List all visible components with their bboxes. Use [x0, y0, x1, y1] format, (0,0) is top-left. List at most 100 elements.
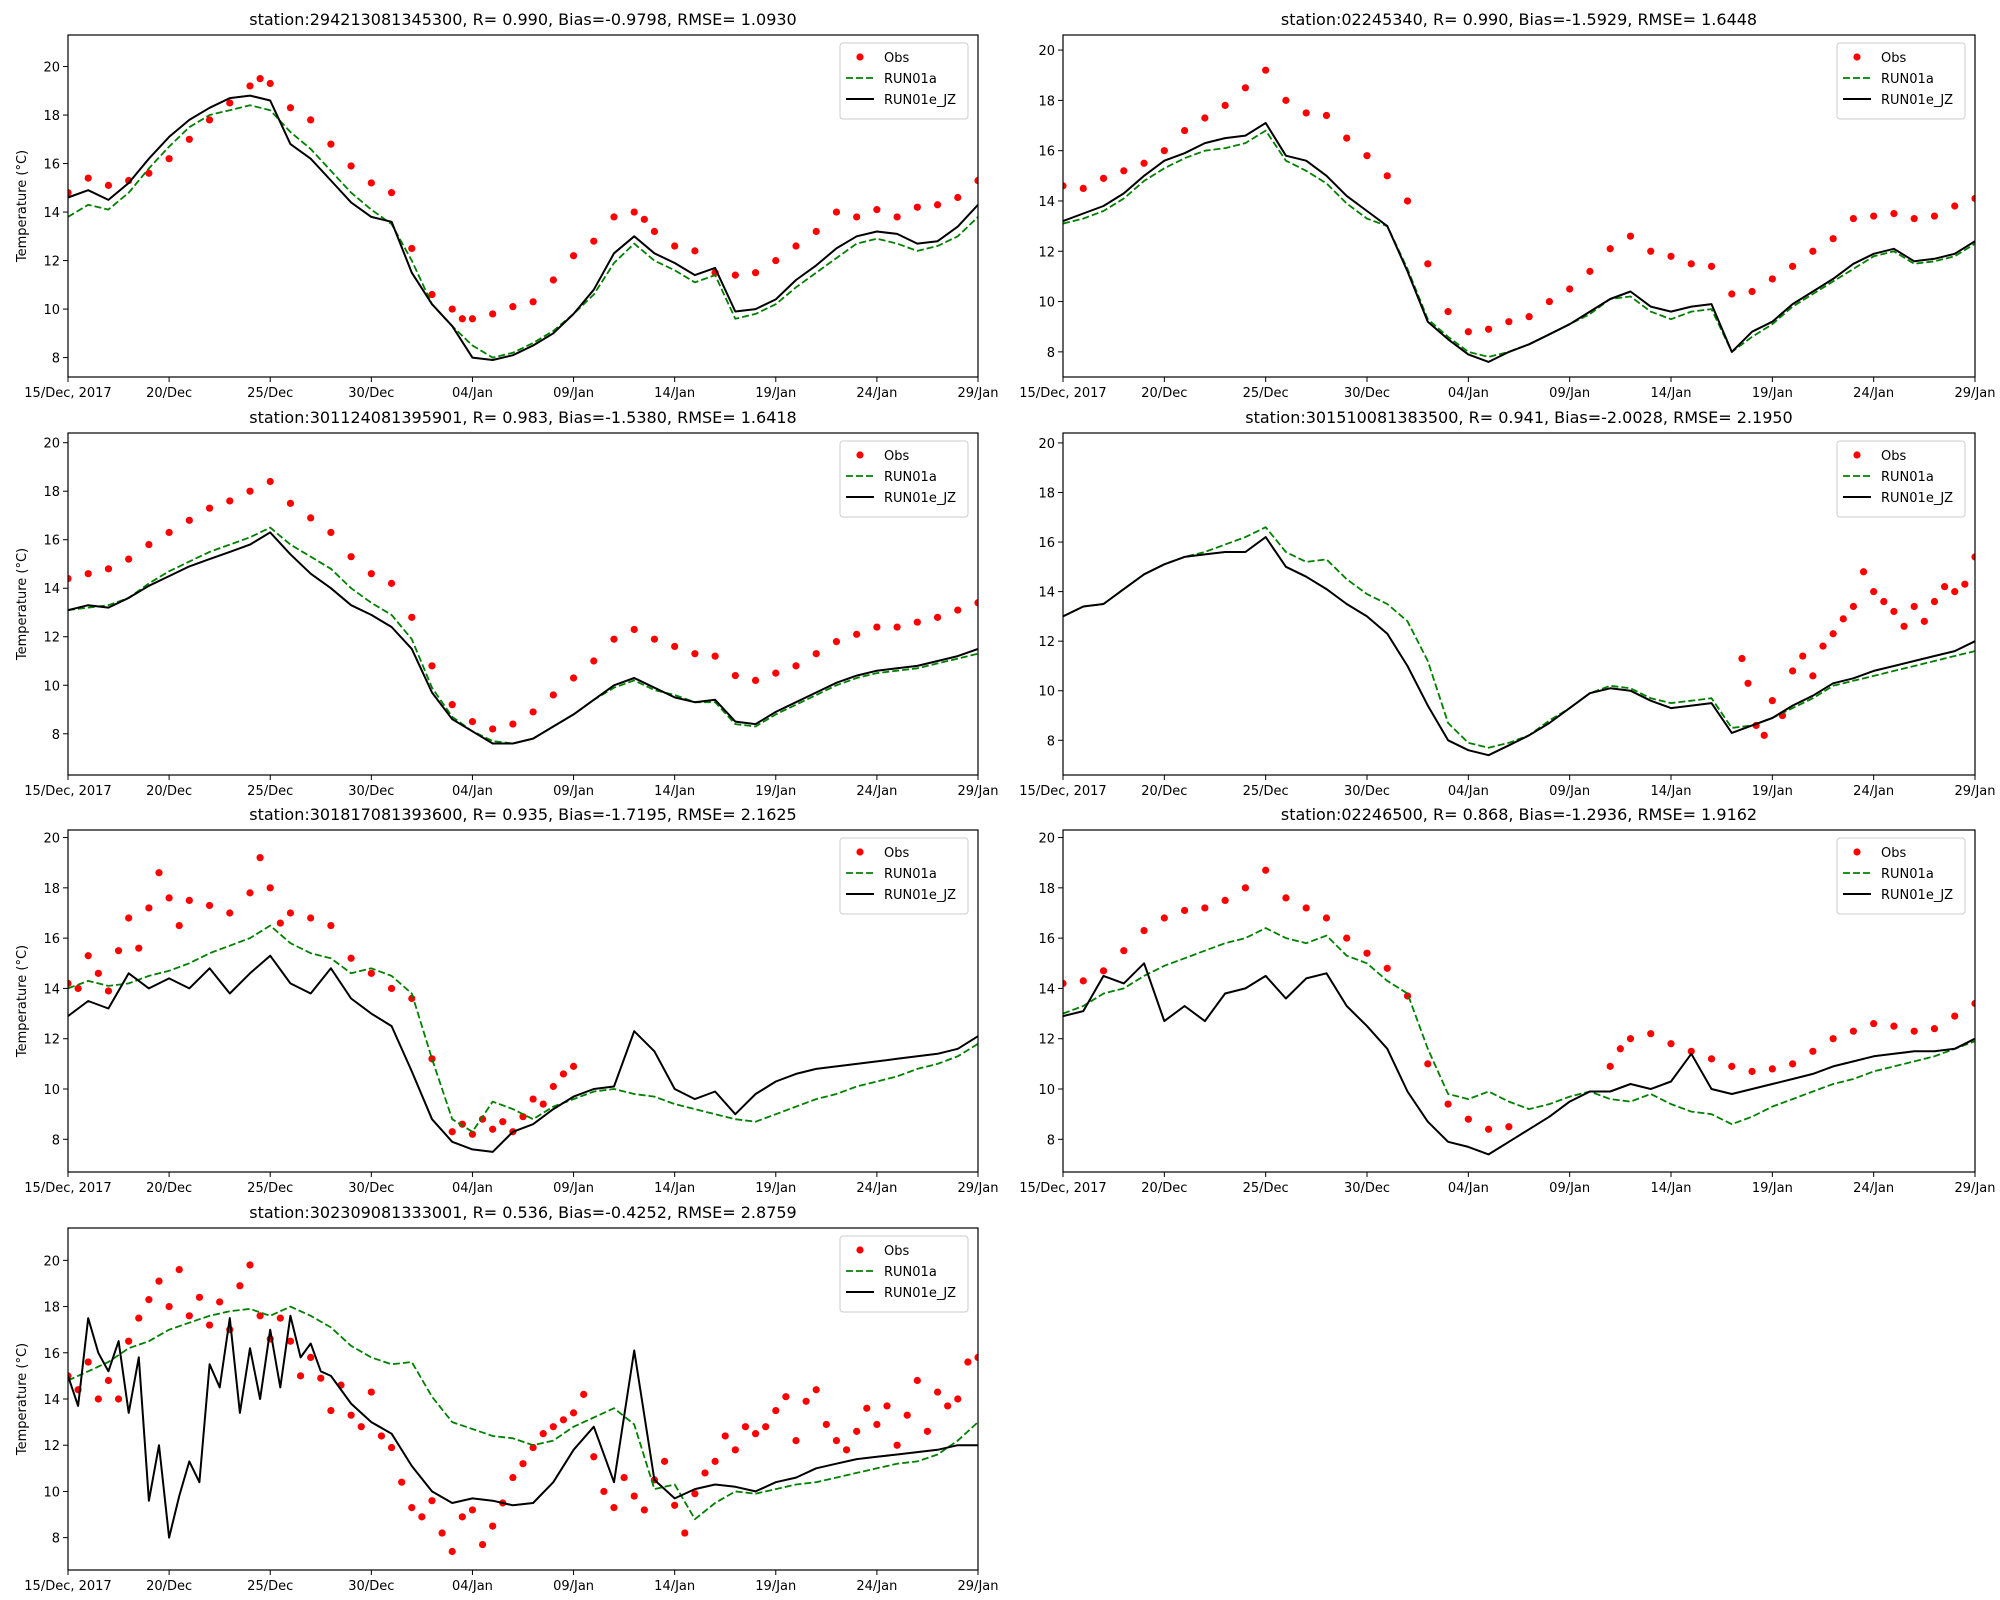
plot-area: [1063, 526, 1975, 757]
obs-point: [307, 514, 315, 522]
obs-point: [1424, 260, 1432, 268]
obs-point: [145, 169, 153, 177]
x-tick-label: 19/Jan: [755, 386, 796, 401]
obs-point: [104, 181, 113, 189]
obs-point: [1606, 1062, 1614, 1070]
x-tick-label: 30/Dec: [348, 784, 394, 799]
obs-point: [1910, 214, 1918, 223]
obs-point: [1738, 654, 1746, 663]
x-tick-label: 25/Dec: [1243, 386, 1289, 401]
x-tick-label: 25/Dec: [247, 784, 293, 799]
obs-point: [246, 889, 254, 897]
obs-point: [590, 237, 598, 245]
obs-point: [711, 1457, 719, 1465]
y-tick-label: 14: [43, 582, 60, 597]
x-tick-label: 25/Dec: [247, 1181, 293, 1196]
obs-point: [853, 630, 861, 638]
obs-point: [327, 528, 335, 537]
obs-point: [448, 305, 456, 313]
obs-point: [802, 1397, 810, 1405]
x-tick-label: 24/Jan: [1853, 386, 1894, 401]
legend-label: RUN01a: [884, 867, 937, 882]
obs-point: [398, 1478, 406, 1486]
legend-marker-obs: [856, 53, 864, 61]
x-tick-label: 15/Dec, 2017: [24, 784, 111, 799]
obs-point: [1890, 607, 1898, 616]
x-tick-label: 15/Dec, 2017: [24, 1181, 111, 1196]
obs-point: [893, 1441, 901, 1449]
chart-panel-6: station:02246500, R= 0.868, Bias=-1.2936…: [1019, 805, 1995, 1196]
obs-point: [489, 1125, 497, 1133]
run01e-jz-line: [68, 531, 978, 745]
obs-point: [529, 708, 537, 716]
obs-point: [1930, 1025, 1939, 1033]
obs-point: [691, 1490, 699, 1498]
obs-point: [721, 1432, 729, 1440]
obs-point: [620, 1473, 628, 1482]
obs-point: [933, 1388, 942, 1396]
legend-marker-obs: [1853, 848, 1861, 856]
y-tick-label: 12: [43, 1033, 60, 1048]
y-tick-label: 14: [1038, 195, 1055, 210]
obs-point: [377, 1432, 386, 1440]
obs-point: [944, 1402, 952, 1410]
legend-label: Obs: [884, 1244, 909, 1259]
obs-point: [893, 623, 901, 631]
obs-point: [387, 579, 396, 587]
obs-point: [741, 1423, 750, 1431]
y-tick-label: 8: [52, 1532, 60, 1547]
obs-point: [1859, 568, 1868, 576]
obs-point: [1616, 1045, 1624, 1053]
obs-point: [408, 613, 416, 621]
obs-point: [600, 1487, 608, 1496]
legend-label: Obs: [884, 846, 909, 861]
obs-point: [853, 1427, 861, 1435]
obs-point: [1302, 109, 1310, 117]
obs-point: [175, 1265, 183, 1274]
x-tick-label: 04/Jan: [1448, 386, 1489, 401]
obs-point: [145, 904, 153, 912]
obs-point: [266, 79, 274, 88]
obs-point: [1809, 672, 1817, 680]
x-tick-label: 20/Dec: [1141, 1181, 1187, 1196]
legend: Obs RUN01a RUN01e_JZ: [839, 837, 969, 915]
x-tick-label: 29/Jan: [1955, 386, 1996, 401]
obs-point: [1971, 553, 1975, 561]
obs-point: [509, 1473, 517, 1482]
obs-point: [1343, 934, 1351, 942]
y-tick-label: 14: [1038, 982, 1055, 997]
x-tick-label: 14/Jan: [1651, 386, 1692, 401]
obs-point: [367, 179, 375, 187]
obs-point: [1890, 1022, 1898, 1030]
y-tick-label: 10: [1038, 1083, 1055, 1098]
obs-point: [519, 1113, 527, 1121]
obs-point: [1930, 597, 1939, 606]
obs-point: [1667, 1040, 1675, 1048]
x-tick-label: 14/Jan: [1651, 784, 1692, 799]
obs-point: [1626, 232, 1635, 240]
y-tick-label: 20: [43, 832, 60, 847]
obs-point: [1160, 147, 1168, 155]
obs-point: [1789, 667, 1797, 675]
obs-point: [549, 691, 557, 699]
obs-point: [1829, 630, 1837, 638]
obs-point: [135, 944, 143, 952]
legend-label: RUN01a: [1881, 72, 1934, 87]
obs-point: [1900, 622, 1908, 630]
y-tick-label: 8: [52, 728, 60, 743]
obs-point: [468, 1130, 477, 1138]
obs-point: [509, 720, 517, 728]
obs-point: [974, 1353, 978, 1362]
obs-point: [104, 1376, 113, 1385]
obs-point: [468, 315, 477, 323]
obs-point: [1566, 285, 1574, 293]
obs-point: [610, 1504, 618, 1512]
obs-point: [185, 1312, 193, 1320]
legend: Obs RUN01a RUN01e_JZ: [1836, 42, 1966, 120]
legend-label: RUN01e_JZ: [1881, 93, 1953, 108]
x-tick-label: 15/Dec, 2017: [24, 1579, 111, 1594]
run01a-line: [1063, 927, 1975, 1126]
obs-point: [863, 1404, 871, 1412]
obs-point: [1961, 580, 1969, 588]
